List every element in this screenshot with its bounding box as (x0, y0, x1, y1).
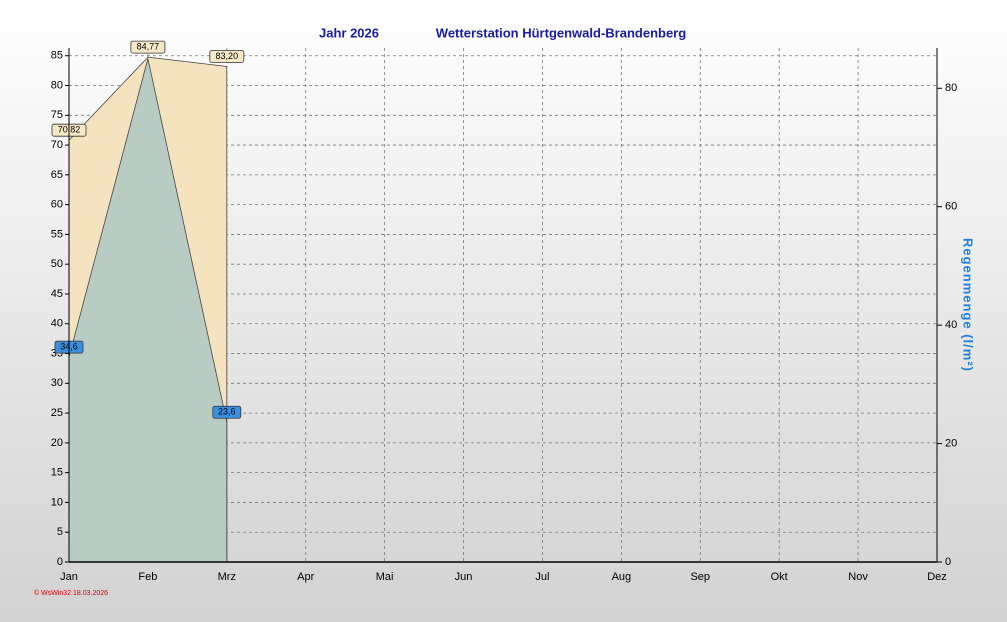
x-tick-label: Dez (927, 571, 947, 583)
y-tick-label: 20 (51, 437, 63, 449)
y-tick-label: 0 (57, 556, 63, 568)
y2-tick-label: 0 (945, 556, 951, 568)
x-tick-label: Jul (535, 571, 549, 583)
y-tick-label: 25 (51, 407, 63, 419)
chart-title: Jahr 2026 (319, 25, 379, 40)
y-tick-label: 60 (51, 199, 63, 211)
y-tick-label: 10 (51, 496, 63, 508)
y-tick-label: 50 (51, 258, 63, 270)
value-label: 23,6 (218, 407, 236, 417)
value-label-box (209, 50, 245, 63)
footer: © WsWin32 18.03.2026 (34, 589, 108, 597)
y-tick-label: 45 (51, 288, 63, 300)
x-tick-label: Feb (138, 571, 157, 583)
y-tick-label: 75 (51, 109, 63, 121)
y-tick-label: 70 (51, 139, 63, 151)
y2-tick-label: 40 (945, 319, 957, 331)
x-tick-label: Jan (60, 571, 78, 583)
value-label: 84,77 (137, 41, 160, 51)
value-label-box (130, 40, 166, 54)
x-tick-label: Sep (690, 571, 710, 583)
x-tick-label: Apr (297, 571, 314, 583)
y2-tick-label: 80 (945, 82, 957, 94)
x-tick-label: Nov (848, 571, 868, 583)
y-tick-label: 80 (51, 79, 63, 91)
y-tick-label: 85 (51, 50, 63, 62)
y2-axis-label: Regenmenge (l/m²) (961, 238, 976, 372)
y2-tick-label: 60 (945, 201, 957, 213)
y-tick-label: 5 (57, 526, 63, 538)
y-tick-label: 30 (51, 377, 63, 389)
x-tick-label: Mrz (218, 571, 236, 583)
x-tick-label: Mai (376, 571, 394, 583)
y-tick-label: 40 (51, 318, 63, 330)
y-tick-label: 65 (51, 169, 63, 181)
x-tick-label: Jun (455, 571, 473, 583)
value-label-box (212, 405, 242, 419)
y-tick-label: 15 (51, 467, 63, 479)
y-tick-label: 55 (51, 228, 63, 240)
value-label: 83,20 (216, 51, 239, 61)
x-tick-label: Okt (771, 571, 788, 583)
chart-subtitle: Wetterstation Hürtgenwald-Brandenberg (436, 25, 686, 40)
x-tick-label: Aug (612, 571, 632, 583)
y2-tick-label: 20 (945, 437, 957, 449)
